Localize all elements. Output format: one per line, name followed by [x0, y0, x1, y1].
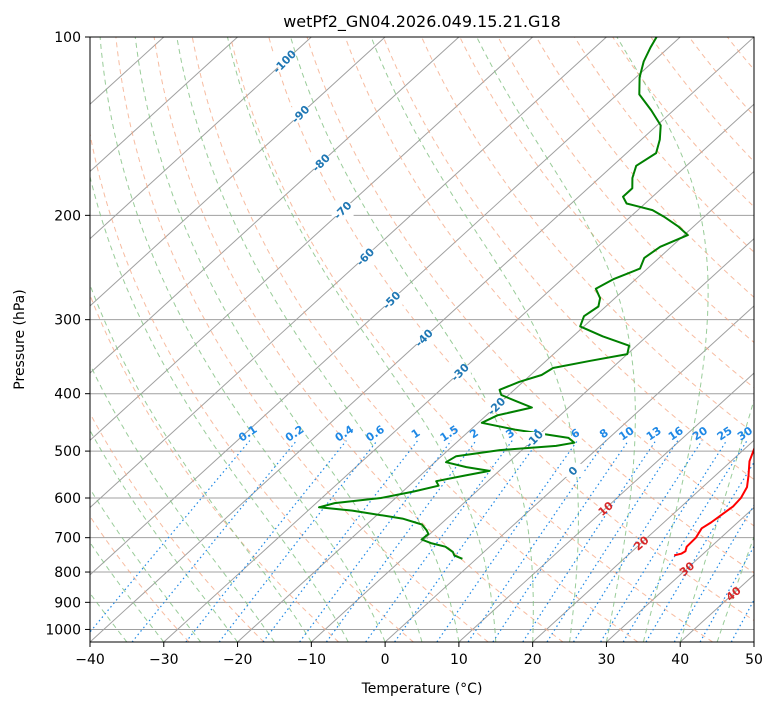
isotherm-line [237, 170, 754, 642]
x-tick-label: 40 [671, 652, 689, 668]
dry-adiabat-line [153, 37, 564, 642]
moist-adiabat-line [90, 174, 349, 642]
isotherm-label-background [412, 330, 435, 344]
moist-adiabat-line [90, 283, 312, 642]
mixing-ratio-line [90, 440, 251, 633]
y-tick-label: 1000 [45, 622, 81, 638]
y-tick-label: 100 [54, 30, 81, 46]
x-tick-label: 10 [450, 652, 468, 668]
y-axis-label: Pressure (hPa) [12, 289, 28, 389]
dry-adiabat-line [612, 37, 754, 208]
dry-adiabat-line [650, 37, 754, 163]
isotherm-line [90, 37, 386, 307]
moist-adiabat-line [290, 37, 534, 642]
mixing-ratio-line [299, 440, 452, 642]
sounding-series [318, 37, 754, 560]
isotherm-label-background [289, 107, 312, 121]
isotherm-label-background [309, 155, 332, 169]
isotherm-line [532, 439, 754, 642]
mixing-ratio-line [645, 461, 754, 642]
mixing-ratio-line [325, 440, 477, 642]
isotherm-label-background [331, 203, 354, 217]
moist-adiabat-line [99, 37, 386, 642]
dry-adiabat-line [90, 515, 190, 642]
x-tick-label: −20 [223, 652, 253, 668]
mixing-ratio-line [131, 440, 298, 642]
moist-adiabat-line [679, 398, 754, 642]
y-tick-label: 900 [54, 595, 81, 611]
y-tick-label: 400 [54, 387, 81, 403]
plot-frame [89, 36, 755, 643]
isotherm-line [90, 37, 681, 576]
dry-adiabat-line [535, 37, 754, 298]
chart-title: wetPf2_GN04.2026.049.15.21.G18 [283, 12, 561, 32]
isotherm-line [90, 37, 312, 240]
x-axis-ticks: −40 −30 −20 −10 0 10 20 30 40 50 [75, 642, 763, 668]
mixing-ratio-line [394, 440, 540, 642]
dry-adiabat-line [90, 412, 265, 642]
isotherm-line [90, 37, 238, 173]
isotherm-line [163, 103, 754, 642]
dry-adiabat-line [90, 131, 414, 642]
mixing-ratio-line [600, 440, 728, 642]
mixing-ratio-line [572, 440, 703, 642]
dry-adiabat-line [421, 37, 754, 434]
isotherm-line [606, 506, 754, 642]
dewpoint-profile-line [318, 37, 689, 560]
mixing-ratio-line [436, 440, 578, 642]
temperature-profile-line [673, 446, 754, 557]
dry-adiabat-line [382, 37, 754, 481]
y-tick-label: 300 [54, 313, 81, 329]
moist-adiabat-line [176, 37, 460, 642]
x-tick-label: 50 [745, 652, 763, 668]
isotherm-label-background [485, 399, 508, 413]
dry-adiabat-line [306, 37, 754, 574]
dry-adiabat-line [191, 37, 639, 642]
moist-adiabat-line [90, 363, 275, 642]
dry-adiabat-line [115, 37, 489, 642]
y-tick-label: 700 [54, 531, 81, 547]
x-tick-label: −30 [149, 652, 179, 668]
isotherm-line [90, 37, 460, 374]
y-tick-label: 800 [54, 565, 81, 581]
isotherm-line [90, 37, 534, 442]
isotherm-label-background [273, 54, 296, 68]
y-tick-label: 200 [54, 208, 81, 224]
x-tick-label: −40 [75, 652, 105, 668]
mixing-ratio-line [262, 440, 419, 642]
moist-adiabat-line [90, 429, 238, 642]
mixing-ratio-line [622, 440, 748, 642]
x-tick-label: 20 [524, 652, 542, 668]
mixing-ratio-line [365, 440, 513, 642]
dry-adiabat-line [90, 293, 339, 642]
isotherm-line [90, 37, 607, 509]
moist-adiabat-line [370, 37, 579, 642]
x-tick-label: −10 [297, 652, 327, 668]
y-axis-ticks: 100 200 300 400 500 600 700 800 900 1000 [45, 30, 90, 638]
moist-adiabat-line [476, 37, 636, 642]
dry-adiabat-line [230, 37, 713, 642]
isotherm-label-background [448, 365, 471, 379]
isotherm-label-background [561, 463, 584, 477]
background-lines [90, 37, 754, 642]
y-tick-label: 500 [54, 444, 81, 460]
isotherm-label-background [523, 432, 546, 445]
isotherm-label-background [354, 249, 377, 263]
isotherm-line [310, 237, 754, 642]
x-axis-label: Temperature (°C) [361, 681, 483, 697]
moist-adiabat-line [134, 37, 423, 642]
x-tick-label: 30 [597, 652, 615, 668]
isotherm-line [384, 305, 754, 642]
dry-adiabat-line [574, 37, 754, 253]
x-tick-label: 0 [381, 652, 390, 668]
isotherm-line [458, 372, 754, 642]
y-tick-label: 600 [54, 491, 81, 507]
isotherm-label-background [380, 293, 403, 307]
